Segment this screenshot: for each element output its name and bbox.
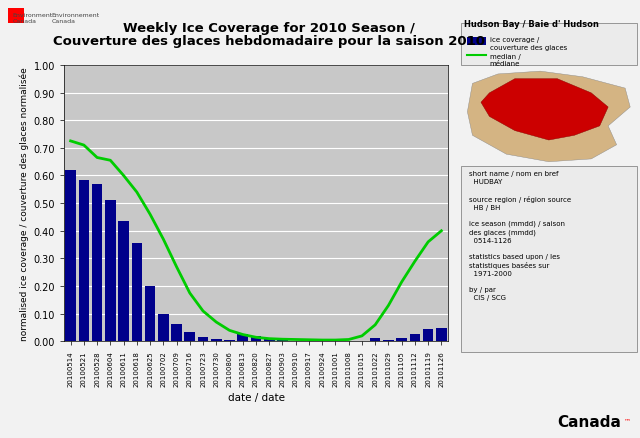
Bar: [92, 184, 102, 342]
Bar: [184, 332, 195, 342]
Bar: [251, 337, 261, 342]
Polygon shape: [481, 80, 608, 141]
Bar: [65, 170, 76, 342]
Bar: [132, 244, 142, 342]
Bar: [264, 340, 275, 342]
Text: Couverture des glaces hebdomadaire pour la saison 2010: Couverture des glaces hebdomadaire pour …: [53, 35, 485, 48]
Bar: [303, 341, 314, 342]
Bar: [330, 341, 340, 342]
Text: ice coverage /
couverture des glaces: ice coverage / couverture des glaces: [490, 37, 567, 51]
Bar: [145, 286, 156, 342]
Polygon shape: [467, 72, 630, 162]
Bar: [237, 334, 248, 342]
Bar: [211, 339, 221, 342]
Bar: [410, 334, 420, 342]
Bar: [198, 337, 209, 342]
Bar: [158, 314, 168, 342]
Text: median /
médiane: median / médiane: [490, 53, 520, 67]
Bar: [118, 222, 129, 342]
Bar: [224, 340, 235, 342]
Bar: [436, 328, 447, 342]
Text: Environnement
Canada: Environnement Canada: [51, 13, 99, 25]
Text: ™: ™: [624, 417, 631, 423]
Bar: [277, 340, 288, 342]
Text: short name / nom en bref
  HUDBAY

source region / région source
  HB / BH

ice : short name / nom en bref HUDBAY source r…: [469, 171, 572, 300]
Bar: [383, 340, 394, 342]
Text: Hudson Bay / Baie d' Hudson: Hudson Bay / Baie d' Hudson: [464, 20, 599, 29]
Bar: [172, 324, 182, 342]
Bar: [291, 341, 301, 342]
Bar: [317, 341, 328, 342]
Bar: [79, 180, 89, 342]
Bar: [105, 201, 116, 342]
Bar: [356, 341, 367, 342]
Bar: [396, 338, 407, 342]
Text: Weekly Ice Coverage for 2010 Season /: Weekly Ice Coverage for 2010 Season /: [123, 22, 415, 35]
Bar: [423, 329, 433, 342]
Text: Canada: Canada: [557, 414, 621, 429]
Text: Environment
Canada: Environment Canada: [13, 13, 53, 25]
X-axis label: date / date: date / date: [227, 392, 285, 402]
Bar: [370, 338, 380, 342]
Y-axis label: normalised ice coverage / couverture des glaces normalisée: normalised ice coverage / couverture des…: [20, 67, 29, 340]
Bar: [344, 341, 354, 342]
